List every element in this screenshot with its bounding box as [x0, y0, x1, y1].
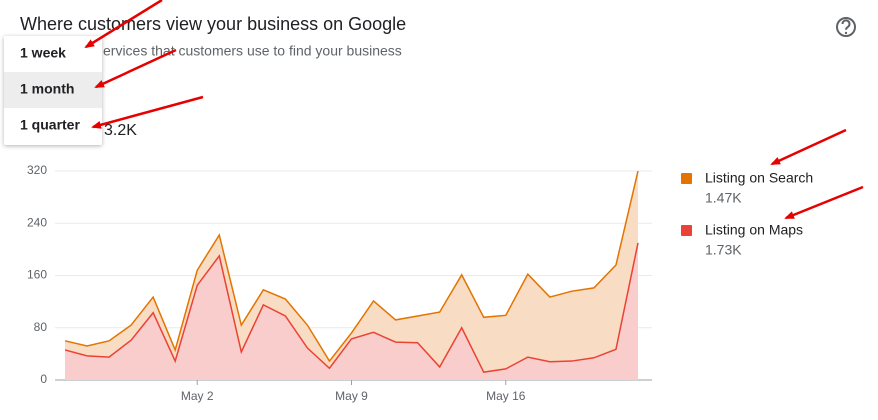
- legend-total: 1.47K: [705, 190, 742, 206]
- menu-option[interactable]: 1 quarter: [20, 117, 80, 133]
- legend-item: Listing on Maps 1.73K: [681, 222, 803, 258]
- legend-item: Listing on Search 1.47K: [681, 170, 813, 206]
- area: [65, 171, 638, 373]
- menu-option[interactable]: 1 month: [4, 72, 102, 108]
- menu-option-label: 1 month: [20, 81, 74, 97]
- menu-option[interactable]: 1 week: [20, 45, 66, 61]
- legend-swatch: [681, 173, 692, 184]
- area: [65, 242, 638, 380]
- y-tick-label: 80: [34, 320, 48, 334]
- title: Where customers view your business on Go…: [20, 14, 406, 34]
- line: [64, 170, 639, 363]
- x-tick-label: May 16: [486, 389, 526, 403]
- x-tick-label: May 2: [181, 389, 214, 403]
- x-tick-label: May 9: [335, 389, 368, 403]
- y-tick-label: 160: [27, 268, 47, 282]
- legend-label: Listing on Search: [705, 170, 813, 186]
- y-tick-label: 0: [40, 372, 47, 386]
- subtitle: ervices that customers use to find your …: [103, 43, 402, 59]
- period-menu: 1 week 1 month 1 quarter: [4, 36, 102, 145]
- legend-total: 1.73K: [705, 242, 742, 258]
- y-tick-label: 320: [27, 163, 47, 177]
- y-tick-label: 240: [27, 215, 47, 229]
- legend-swatch: [681, 225, 692, 236]
- menu-highlight: [4, 72, 102, 108]
- line: [64, 242, 639, 373]
- help-icon[interactable]: [836, 17, 856, 37]
- total: 3.2K: [104, 122, 137, 139]
- legend-label: Listing on Maps: [705, 222, 803, 238]
- plot: 0 80 160 240 320 May 2 May 9 May 16: [27, 163, 652, 403]
- annotations: [84, 0, 864, 220]
- menu-option-label: 1 quarter: [20, 117, 80, 133]
- menu-option-label: 1 week: [20, 45, 66, 61]
